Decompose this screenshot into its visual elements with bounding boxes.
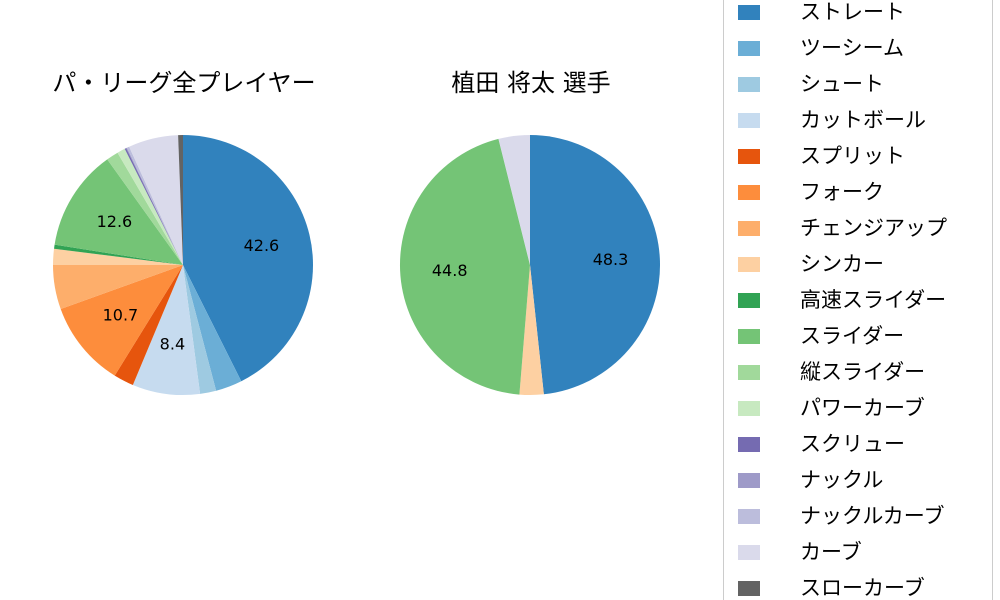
pie1-slice-5 xyxy=(60,265,183,376)
legend-swatch xyxy=(738,184,760,200)
legend-label: スプリット xyxy=(800,143,905,168)
legend-swatch xyxy=(738,148,760,164)
pie1-slice-7 xyxy=(53,248,183,265)
legend-swatch xyxy=(738,328,760,344)
pie2-value-label-2: 44.8 xyxy=(432,261,468,280)
pie1-slice-14 xyxy=(126,146,183,265)
right-pie-title: 植田 将太 選手 xyxy=(451,69,611,97)
legend-label: 高速スライダー xyxy=(800,287,947,312)
legend-item: 縦スライダー xyxy=(738,354,992,390)
legend-item: 高速スライダー xyxy=(738,282,992,318)
legend-swatch xyxy=(738,580,760,596)
legend-panel: ストレートツーシームシュートカットボール スプリットフォークチェンジアップ シンカー… xyxy=(723,0,993,600)
legend-label: ナックル xyxy=(800,467,884,492)
legend-label: フォーク xyxy=(800,179,884,204)
left-pie-title: パ・リーグ全プレイヤー xyxy=(52,69,316,97)
pie2-slice-3 xyxy=(498,135,530,265)
legend-label: カットボール xyxy=(800,107,926,132)
legend-swatch xyxy=(738,472,760,488)
legend-swatch xyxy=(738,508,760,524)
legend-swatch xyxy=(738,544,760,560)
legend-swatch xyxy=(738,220,760,236)
pie1-slice-10 xyxy=(107,152,183,265)
legend-label: スクリュー xyxy=(800,431,905,456)
legend-item: スライダー xyxy=(738,318,992,354)
legend-label: ストレート xyxy=(800,0,905,24)
legend-item: フォーク xyxy=(738,174,992,210)
legend-swatch xyxy=(738,364,760,380)
legend-label: チェンジアップ xyxy=(800,215,947,240)
pie2-slice-1 xyxy=(519,265,544,396)
pie1-slice-8 xyxy=(54,244,183,265)
legend-swatch xyxy=(738,292,760,308)
legend-item: ナックル xyxy=(738,462,992,498)
legend-item: スクリュー xyxy=(738,426,992,462)
pie1-value-label-5: 10.7 xyxy=(103,305,139,324)
legend-swatch xyxy=(738,112,760,128)
legend-swatch xyxy=(738,40,760,56)
legend-label: カーブ xyxy=(800,539,862,564)
legend-swatch xyxy=(738,76,760,92)
pie1-value-label-3: 8.4 xyxy=(160,334,185,353)
legend-item: シンカー xyxy=(738,246,992,282)
legend-swatch xyxy=(738,4,760,20)
pie2-value-label-0: 48.3 xyxy=(593,250,629,269)
legend-label: パワーカーブ xyxy=(800,395,925,420)
pie1-slice-11 xyxy=(117,148,183,265)
legend-label: ツーシーム xyxy=(800,35,904,60)
pie1-slice-16 xyxy=(178,134,183,265)
legend-swatch xyxy=(738,400,760,416)
pie1-slice-9 xyxy=(54,159,183,265)
legend-item: チェンジアップ xyxy=(738,210,992,246)
legend-item: スプリット xyxy=(738,138,992,174)
pie1-slice-15 xyxy=(129,135,183,265)
pie1-slice-6 xyxy=(53,265,183,310)
legend-item: カーブ xyxy=(738,534,992,570)
legend-item: ナックルカーブ xyxy=(738,498,992,534)
legend-item: ストレート xyxy=(738,0,992,30)
pie1-value-label-9: 12.6 xyxy=(97,212,133,231)
pie1-slice-0 xyxy=(183,135,314,382)
pie2-slice-0 xyxy=(530,135,661,395)
legend-label: スローカーブ xyxy=(800,575,925,600)
pie1-slice-3 xyxy=(132,265,201,396)
legend-label: シンカー xyxy=(800,251,884,276)
legend-swatch xyxy=(738,436,760,452)
pie1-slice-2 xyxy=(183,265,217,394)
pie1-slice-12 xyxy=(124,148,183,265)
pie2-slice-2 xyxy=(399,138,530,395)
legend-item: シュート xyxy=(738,66,992,102)
pie1-slice-4 xyxy=(114,265,183,385)
legend-label: ナックルカーブ xyxy=(800,503,945,528)
legend-item: スローカーブ xyxy=(738,570,992,600)
legend-label: シュート xyxy=(800,71,884,96)
legend-label: スライダー xyxy=(800,323,905,348)
pie1-value-label-0: 42.6 xyxy=(244,236,280,255)
legend-item: ツーシーム xyxy=(738,30,992,66)
pie1-slice-13 xyxy=(126,147,183,265)
legend-item: パワーカーブ xyxy=(738,390,992,426)
legend-label: 縦スライダー xyxy=(800,359,926,384)
pie1-slice-1 xyxy=(183,265,242,391)
legend-swatch xyxy=(738,256,760,272)
legend-item: カットボール xyxy=(738,102,992,138)
